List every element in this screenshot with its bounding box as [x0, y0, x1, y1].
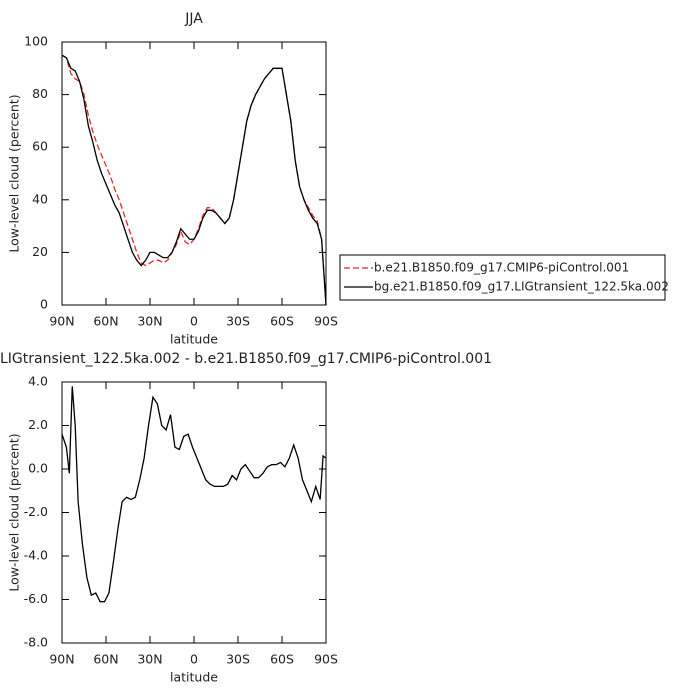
x-axis-label: latitude [170, 332, 218, 347]
x-tick-label: 0 [190, 652, 198, 667]
x-tick-label: 30S [226, 652, 250, 667]
legend-label: bg.e21.B1850.f09_g17.LIGtransient_122.5k… [374, 280, 669, 294]
x-tick-label: 90N [49, 652, 74, 667]
x-tick-label: 60S [270, 652, 294, 667]
x-tick-label: 0 [190, 314, 198, 329]
data-line [61, 54, 327, 306]
y-tick-label: 100 [24, 34, 48, 49]
x-tick-label: 60N [93, 314, 118, 329]
chart-title: LIGtransient_122.5ka.002 - b.e21.B1850.f… [0, 351, 492, 367]
y-tick-label: 40 [32, 191, 48, 206]
y-tick-label: 0.0 [28, 461, 48, 476]
x-tick-label: 30N [137, 314, 162, 329]
chart-title: JJA [184, 11, 203, 27]
y-tick-label: 4.0 [28, 374, 48, 389]
x-tick-label: 90S [314, 652, 338, 667]
y-tick-label: 2.0 [28, 417, 48, 432]
y-axis-label: Low-level cloud (percent) [7, 433, 22, 591]
y-tick-label: 0 [40, 297, 48, 312]
legend-label: b.e21.B1850.f09_g17.CMIP6-piControl.001 [374, 261, 629, 275]
x-tick-label: 60N [93, 652, 118, 667]
x-tick-label: 90S [314, 314, 338, 329]
y-tick-label: -8.0 [24, 635, 48, 650]
y-tick-label: -6.0 [24, 591, 48, 606]
plot-frame [61, 381, 327, 644]
y-axis-label: Low-level cloud (percent) [7, 94, 22, 252]
y-tick-label: -4.0 [24, 548, 48, 563]
data-line [61, 386, 327, 603]
x-tick-label: 30S [226, 314, 250, 329]
y-tick-label: 60 [32, 139, 48, 154]
y-tick-label: -2.0 [24, 504, 48, 519]
y-tick-label: 20 [32, 244, 48, 259]
x-tick-label: 90N [49, 314, 74, 329]
x-axis-label: latitude [170, 670, 218, 685]
x-tick-label: 60S [270, 314, 294, 329]
x-tick-label: 30N [137, 652, 162, 667]
y-tick-label: 80 [32, 86, 48, 101]
legend-box [339, 254, 666, 301]
